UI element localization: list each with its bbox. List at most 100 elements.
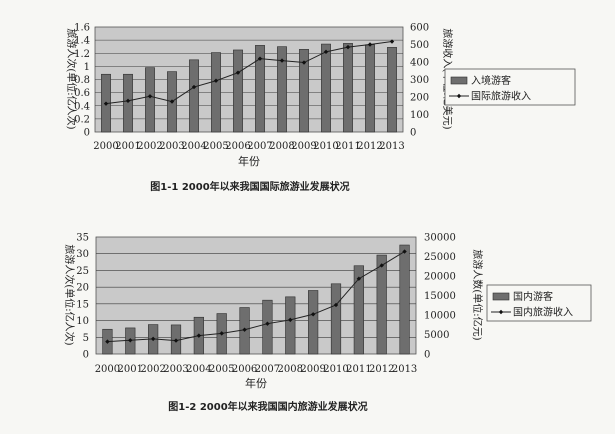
y-tick-left: 0.6	[74, 88, 90, 99]
y-tick-right: 100	[410, 110, 429, 121]
chart-2: 0 5 10 15 20 25 30 35 0 5000 10000 15000 20000 25000 3…	[63, 233, 592, 413]
bar	[330, 283, 342, 355]
line-point	[125, 98, 131, 104]
y-tick-right: 25000	[424, 252, 456, 263]
y-tick-left: 20	[76, 283, 89, 294]
x-tick: 2011	[346, 364, 371, 375]
y-tick-right: 30000	[424, 233, 456, 244]
y-tick-left: 1.4	[74, 36, 90, 47]
bar	[387, 47, 397, 133]
line-point	[279, 58, 285, 63]
line-point	[213, 78, 219, 83]
line-point	[150, 336, 156, 342]
y-tick-right: 0	[424, 350, 430, 361]
line-point	[389, 39, 395, 44]
line-point	[288, 317, 293, 323]
line-point	[219, 331, 224, 336]
line-point	[147, 94, 153, 99]
x-tick: 2004	[181, 141, 206, 152]
x-tick: 2006	[225, 141, 250, 152]
line-point	[196, 333, 202, 338]
legend-label-line: 国际旅游收入	[471, 90, 531, 103]
bar	[189, 59, 199, 133]
line-point	[333, 302, 339, 308]
line-point	[103, 101, 109, 106]
x-tick: 2008	[269, 141, 294, 152]
x-tick: 2002	[140, 364, 165, 375]
bar	[285, 296, 296, 355]
line-point	[128, 338, 133, 343]
x-tick: 2010	[323, 364, 348, 375]
y-tick-right: 400	[410, 58, 429, 69]
x-axis-label: 年份	[245, 376, 267, 390]
x-tick: 2001	[118, 364, 143, 375]
x-tick: 2002	[137, 141, 162, 152]
bar	[321, 43, 331, 133]
y-tick-left: 0	[83, 350, 89, 361]
x-axis-label: 年份	[238, 154, 260, 168]
bar	[123, 73, 133, 133]
x-tick: 2013	[379, 141, 404, 152]
bar	[353, 265, 364, 355]
line-point	[105, 339, 110, 344]
chart-1: 0 0.2 0.4 0.6 0.8 1 1.2 1.4 1.6 0 100 200 300 400 500 6…	[65, 23, 576, 193]
x-tick: 2008	[278, 364, 303, 375]
y-tick-left: 30	[76, 249, 89, 260]
y-tick-left: 5	[83, 333, 89, 344]
y-tick-right: 20000	[424, 272, 456, 283]
figure-caption: 图1-1 2000年以来我国国际旅游业发展状况	[150, 180, 349, 193]
y-tick-left: 10	[76, 316, 89, 327]
y-tick-right: 600	[410, 23, 429, 34]
x-tick: 2005	[203, 141, 228, 152]
line-point	[379, 263, 384, 268]
y-tick-left: 0	[84, 128, 90, 139]
line-point	[402, 249, 407, 254]
line-point	[235, 70, 241, 75]
x-tick: 2007	[255, 364, 280, 375]
series-line	[105, 41, 393, 105]
line-point	[345, 44, 351, 50]
x-tick: 2010	[313, 141, 338, 152]
y-tick-right: 300	[410, 75, 429, 86]
legend-bar-swatch	[450, 76, 468, 85]
bar	[277, 46, 287, 133]
line-point	[310, 312, 316, 317]
bar	[262, 299, 273, 355]
plot-area	[95, 236, 417, 355]
line-point	[242, 327, 247, 332]
y-tick-right: 200	[410, 93, 429, 104]
bar	[399, 244, 410, 355]
x-tick: 2003	[159, 141, 184, 152]
line-point	[356, 276, 362, 281]
bar	[299, 49, 309, 133]
x-tick: 2011	[335, 141, 360, 152]
legend-label-line: 国内旅游收入	[513, 306, 573, 319]
x-tick: 2009	[300, 364, 325, 375]
y-tick-left: 0.8	[74, 75, 90, 86]
y-tick-left: 0.4	[74, 101, 90, 112]
legend-box	[486, 284, 592, 322]
x-tick: 2005	[209, 364, 234, 375]
line-point	[367, 42, 373, 47]
y-tick-left: 35	[76, 233, 89, 244]
legend-label-bar: 国内游客	[513, 290, 553, 303]
x-tick: 2012	[357, 141, 382, 152]
series-line	[107, 251, 405, 343]
bar	[211, 52, 221, 133]
line-point	[265, 321, 270, 326]
line-point	[301, 60, 307, 65]
legend-box	[444, 68, 576, 106]
y-tick-right: 15000	[424, 291, 456, 302]
y-tick-right: 10000	[424, 311, 456, 322]
x-tick: 2003	[163, 364, 188, 375]
x-tick: 2013	[392, 364, 417, 375]
y-axis-label-right: 旅游人数(单位:亿元)	[471, 249, 484, 340]
bar	[233, 49, 243, 133]
y-axis-label-left: 旅游人次(单位:亿人次)	[65, 28, 78, 129]
y-tick-left: 1.2	[74, 49, 90, 60]
bar	[308, 290, 319, 355]
line-point	[257, 56, 263, 61]
